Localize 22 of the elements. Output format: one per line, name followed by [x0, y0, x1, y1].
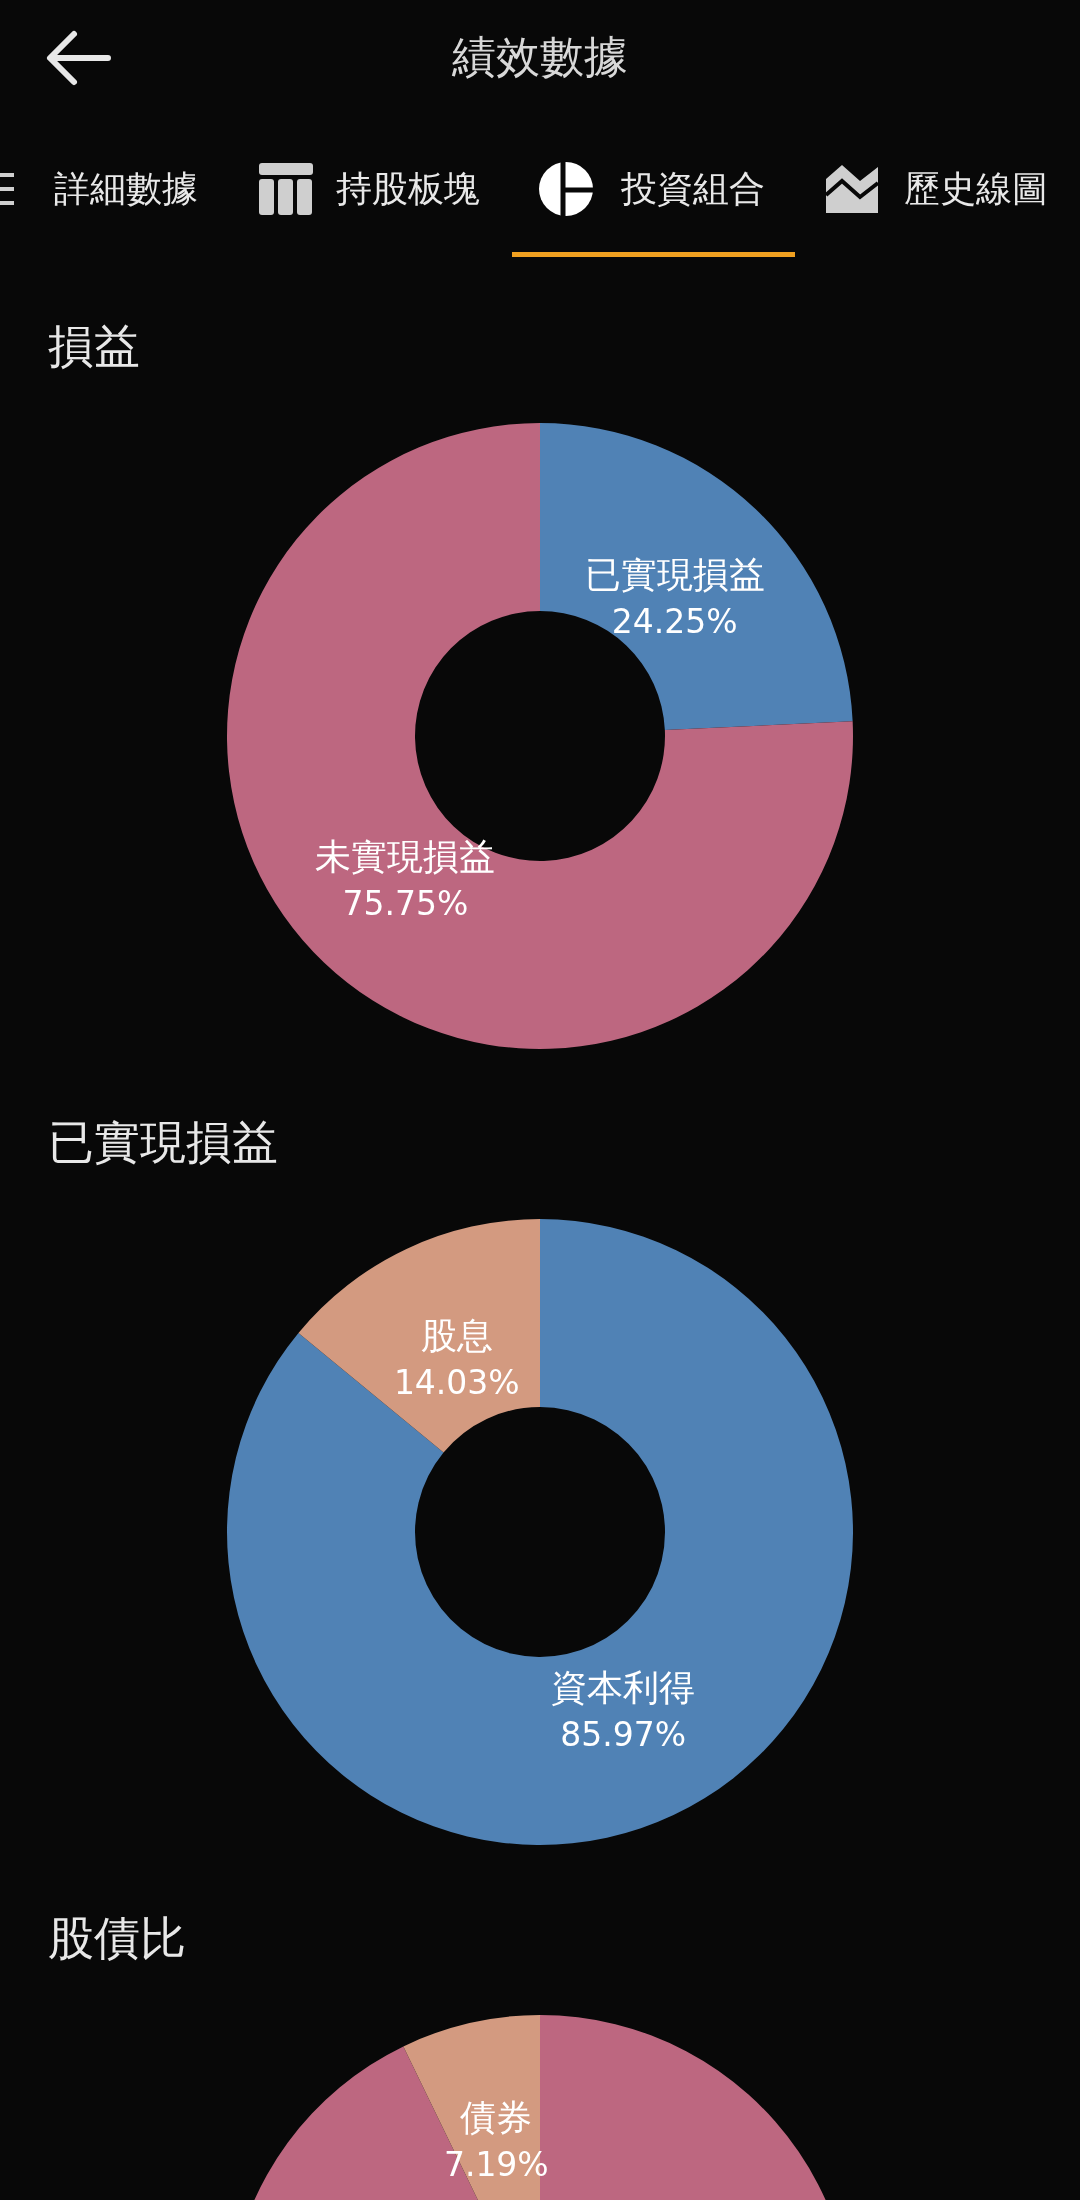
donut-slice: [227, 423, 853, 1049]
data-label: 7.19%: [443, 2144, 549, 2184]
data-label: 14.03%: [393, 1362, 520, 1402]
donut-slice: [227, 1219, 853, 1845]
text: 績效數據: [451, 31, 628, 82]
data-label: 75.75%: [342, 884, 469, 924]
slice-label: 債券: [460, 2096, 533, 2138]
text: 詳細數據: [54, 168, 198, 209]
donut-slice: [540, 423, 853, 731]
slice-label: 未實現損益: [315, 836, 496, 878]
text: 投資組合: [620, 168, 765, 209]
slice-label: 股息: [420, 1314, 493, 1356]
chart-title: 已實現損益: [48, 1115, 278, 1169]
slice-label: 已實現損益: [584, 553, 765, 595]
data-label: 24.25%: [611, 601, 738, 641]
donut-slice: [298, 1219, 540, 1453]
chart-title: 損益: [48, 319, 140, 373]
text: 歷史線圖: [904, 168, 1048, 209]
slice-label: 資本利得: [551, 1667, 696, 1709]
text: 持股板塊: [336, 168, 480, 209]
chart-title: 股債比: [48, 1911, 186, 1965]
data-label: 85.97%: [560, 1715, 687, 1755]
